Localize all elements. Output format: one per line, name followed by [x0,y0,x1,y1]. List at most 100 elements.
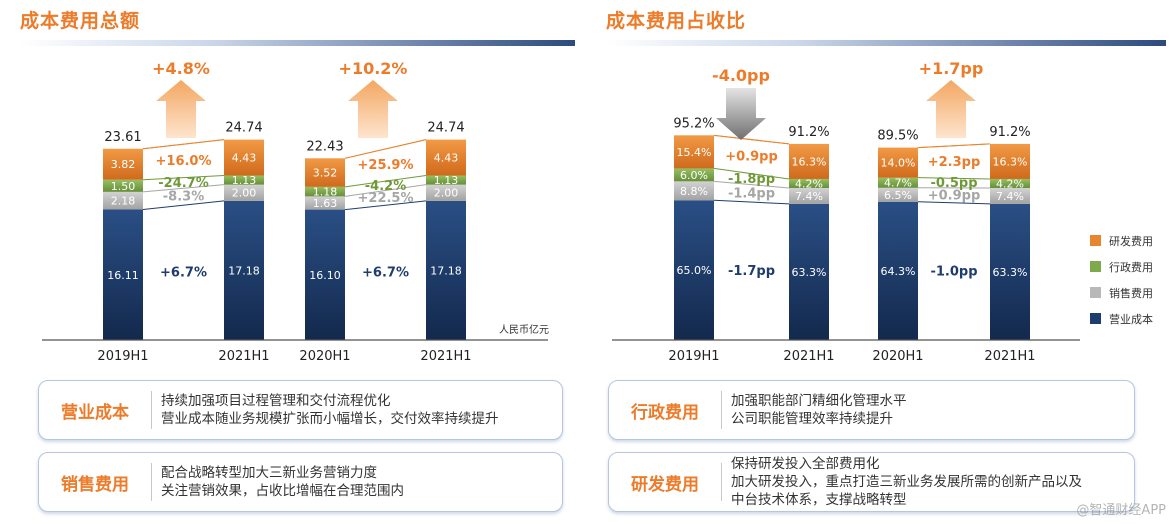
left-bar-rd-4 [426,139,466,176]
right-bar-label-sales-4: 7.4% [996,190,1024,203]
watermark: @智通财经APP [1076,503,1166,518]
right-connector-admin-2 [917,177,991,180]
right-total-label-2: 91.2% [788,125,829,140]
right-bar-admin-1 [674,168,714,182]
right-x-tick-1: 2019H1 [668,349,719,364]
left-x-tick-4: 2021H1 [420,349,471,364]
right-x-tick-4: 2021H1 [984,349,1035,364]
right-bar-label-admin-4: 4.2% [996,177,1024,190]
card-rd-line-3: 中台技术体系，支撑战略转型 [731,492,907,508]
right-change-sales-1: -1.4pp [728,186,775,201]
left-bar-sales-2 [224,184,264,201]
right-connector-sales-1 [713,180,790,189]
right-bar-label-rd-3: 14.0% [881,157,916,170]
right-change-rd-2: +2.3pp [928,155,981,170]
legend-swatch-admin [1090,261,1101,272]
left-total-label-2: 24.74 [225,121,262,136]
right-total-change-2: +1.7pp [919,59,984,78]
right-bar-cost-4 [990,203,1030,340]
right-bar-label-admin-2: 4.2% [795,177,823,190]
left-bar-label-admin-3: 1.18 [313,186,338,199]
legend-label-admin: 行政费用 [1109,260,1153,274]
left-x-tick-1: 2019H1 [97,349,148,364]
left-bar-admin-1 [103,179,143,192]
card-cost-line-1: 持续加强项目过程管理和交付流程优化 [161,393,391,409]
left-bar-label-sales-1: 2.18 [111,195,136,208]
card-sales-line-1: 配合战略转型加大三新业务营销力度 [161,465,377,481]
right-change-admin-2: -0.5pp [930,176,977,191]
right-total-label-3: 89.5% [877,129,918,144]
left-bar-rd-3 [305,158,345,187]
right-bar-rd-1 [674,135,714,169]
right-bar-label-cost-1: 65.0% [677,264,712,277]
left-bar-rd-2 [224,139,264,176]
card-rd-line-2: 加大研发投入，重点打造三新业务发展所需的创新产品以及 [731,474,1082,490]
left-total-label-4: 24.74 [427,121,464,136]
left-x-tick-2: 2021H1 [218,349,269,364]
legend-swatch-rd [1090,235,1101,246]
card-cost-line-2: 营业成本随业务规模扩张而小幅增长，交付效率持续提升 [161,411,499,427]
card-admin: 行政费用 加强职能部门精细化管理水平 公司职能管理效率持续提升 [608,380,1135,440]
left-change-sales-2: +22.5% [358,191,414,206]
left-bar-sales-3 [305,196,345,210]
right-connector-cost-2 [917,201,991,205]
left-bar-label-rd-3: 3.52 [313,167,338,180]
right-bar-label-admin-3: 4.7% [884,177,912,190]
right-bar-label-cost-3: 64.3% [881,265,916,278]
left-bar-label-sales-3: 1.63 [313,197,338,210]
card-sales: 销售费用 配合战略转型加大三新业务营销力度 关注营销效果，占收比增幅在合理范围内 [38,452,563,512]
right-bar-label-cost-2: 63.3% [792,266,827,279]
card-admin-label: 行政费用 [631,402,699,423]
right-bar-label-cost-4: 63.3% [993,266,1028,279]
left-bar-cost-3 [305,209,345,340]
right-bar-admin-3 [878,177,918,188]
right-connector-total-2 [917,143,991,149]
left-bar-label-cost-3: 16.10 [309,269,341,282]
left-bar-label-admin-4: 1.13 [434,174,459,187]
left-bar-cost-4 [426,200,466,340]
legend-label-sales: 销售费用 [1109,286,1153,300]
card-rd-line-1: 保持研发投入全部费用化 [731,456,880,472]
left-bar-admin-4 [426,175,466,185]
card-admin-line-1: 加强职能部门精细化管理水平 [731,393,907,409]
left-total-change-2: +10.2% [339,59,408,78]
right-bar-label-sales-1: 8.8% [680,185,708,198]
card-divider [151,391,152,429]
right-bar-label-rd-1: 15.4% [677,146,712,159]
left-change-admin-2: -4.2% [365,179,406,194]
card-sales-line-2: 关注营销效果，占收比增幅在合理范围内 [161,483,404,499]
right-x-tick-2: 2021H1 [783,349,834,364]
right-bar-cost-2 [789,203,829,340]
left-x-tick-3: 2020H1 [299,349,350,364]
right-bar-sales-4 [990,187,1030,204]
right-bar-sales-1 [674,181,714,201]
left-connector-cost-1 [142,200,225,211]
left-change-admin-1: -24.7% [158,176,209,191]
right-arrow-down-icon-1 [716,88,766,140]
left-change-cost-2: +6.7% [362,266,409,281]
right-connector-total-1 [713,134,790,145]
right-bar-admin-4 [990,178,1030,188]
left-title-bar [20,40,575,46]
card-rd-label: 研发费用 [631,474,699,495]
left-connector-admin-2 [344,174,427,188]
card-cost: 营业成本 持续加强项目过程管理和交付流程优化 营业成本随业务规模扩张而小幅增长，… [38,380,563,440]
right-bar-cost-1 [674,200,714,340]
right-bar-cost-3 [878,201,918,340]
left-arrow-up-icon-2 [348,80,398,138]
right-panel-title: 成本费用占收比 [606,10,747,32]
right-bar-label-sales-3: 6.5% [884,189,912,202]
card-divider [721,391,722,429]
left-bar-admin-2 [224,175,264,185]
right-bar-label-admin-1: 6.0% [680,169,708,182]
left-change-sales-1: -8.3% [163,190,204,205]
right-title-bar [606,40,1166,46]
left-connector-admin-1 [142,174,225,181]
right-x-tick-3: 2020H1 [872,349,923,364]
right-bar-label-sales-2: 7.4% [795,190,823,203]
left-bar-label-admin-2: 1.13 [232,174,257,187]
right-bar-sales-3 [878,187,918,202]
right-total-label-1: 95.2% [673,116,714,131]
left-total-label-1: 23.61 [104,130,141,145]
left-bar-label-cost-2: 17.18 [228,264,260,277]
